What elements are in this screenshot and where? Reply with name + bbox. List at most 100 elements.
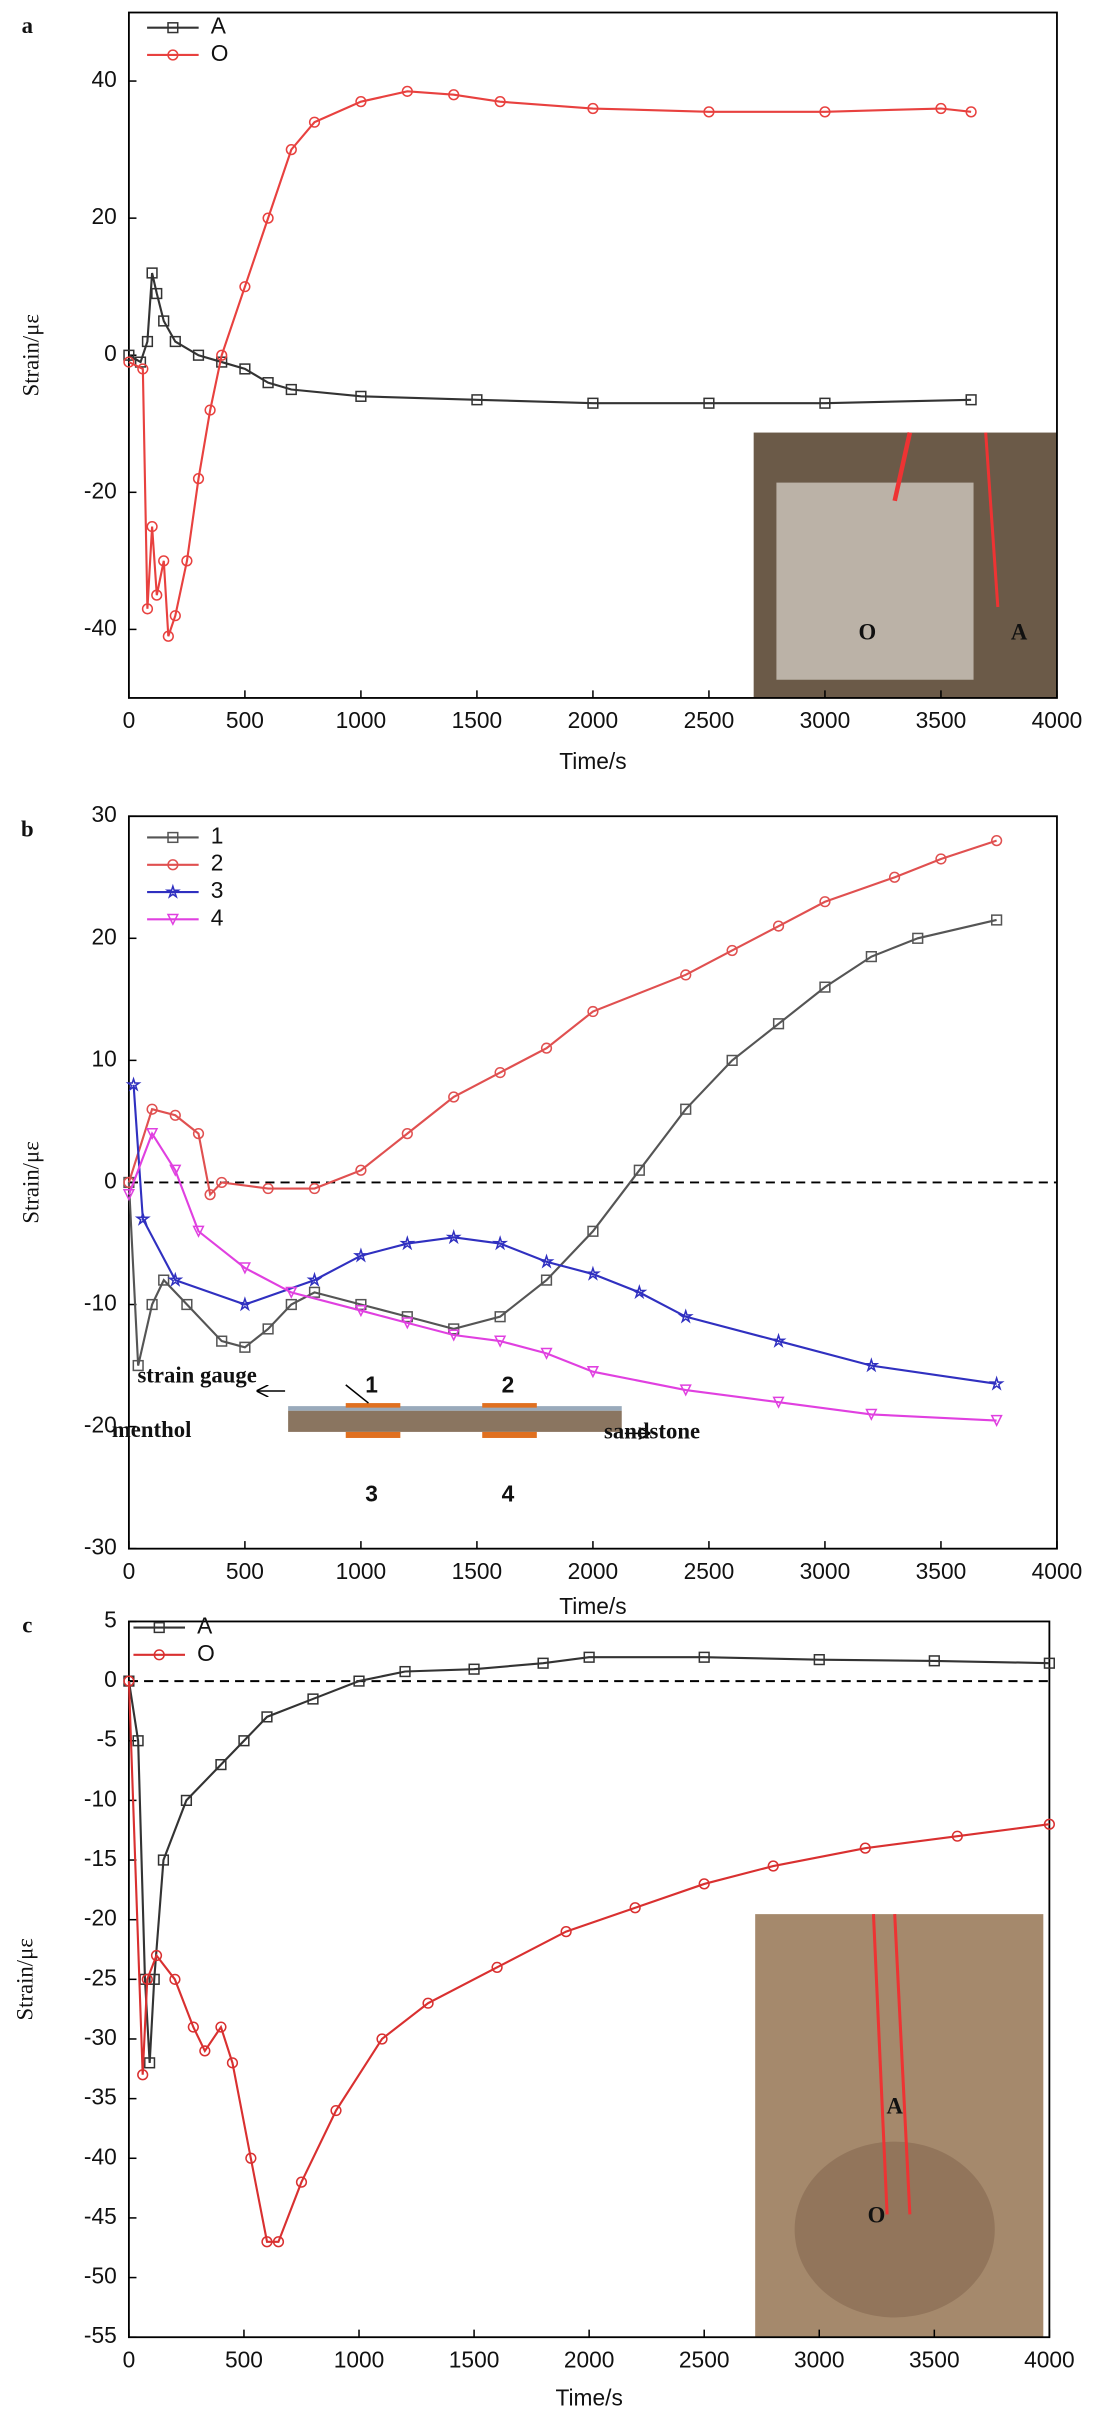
- x-tick-label: 2000: [564, 2346, 615, 2372]
- data-point: [158, 315, 170, 327]
- data-point: [238, 1735, 250, 1747]
- data-point: [239, 363, 251, 375]
- data-point: [192, 472, 205, 485]
- data-point: [680, 969, 692, 981]
- annotation: 4: [502, 1481, 515, 1507]
- data-point: [307, 1693, 319, 1705]
- data-point: [587, 102, 599, 115]
- data-point: [216, 1335, 228, 1347]
- data-point: [494, 96, 506, 108]
- data-point: [863, 1357, 880, 1373]
- data-point: [468, 1663, 480, 1675]
- x-tick-label: 1000: [336, 707, 387, 733]
- data-point: [951, 1830, 963, 1842]
- data-point: [935, 102, 947, 115]
- data-point: [122, 1189, 135, 1202]
- data-point: [355, 96, 367, 108]
- x-tick-label: 2500: [684, 1558, 735, 1584]
- annotation: O: [868, 2203, 886, 2228]
- gauge: [482, 1403, 537, 1408]
- y-tick-label: 10: [91, 1045, 116, 1071]
- data-point: [216, 349, 228, 361]
- data-point: [192, 1225, 205, 1238]
- data-point: [204, 404, 216, 416]
- data-point: [587, 1005, 599, 1018]
- x-tick-label: 3000: [800, 707, 851, 733]
- x-tick-label: 0: [123, 707, 136, 733]
- data-point: [169, 610, 181, 622]
- y-tick-label: -20: [84, 477, 117, 503]
- legend-label: A: [197, 1613, 213, 1639]
- data-point: [631, 1283, 648, 1300]
- y-tick-label: -55: [84, 2322, 117, 2348]
- data-point: [137, 2069, 149, 2081]
- data-point: [158, 1274, 170, 1286]
- data-point: [245, 2152, 257, 2164]
- arrow: [345, 1384, 369, 1404]
- gauge: [345, 1431, 401, 1438]
- data-point: [262, 1182, 274, 1195]
- data-point: [772, 1396, 785, 1409]
- x-tick-label: 2500: [679, 2346, 730, 2372]
- data-point: [238, 1262, 251, 1275]
- data-point: [587, 1225, 599, 1237]
- legend-marker: [164, 883, 181, 899]
- data-point: [401, 1128, 413, 1140]
- data-point: [587, 397, 599, 409]
- y-tick-label: -10: [84, 1290, 117, 1316]
- data-point: [585, 1265, 601, 1281]
- y-tick-label: 20: [91, 923, 116, 949]
- annotation: 3: [365, 1481, 378, 1507]
- data-point: [132, 1735, 144, 1747]
- data-point: [308, 116, 321, 128]
- data-point: [991, 835, 1003, 847]
- x-tick-label: 500: [226, 1558, 264, 1584]
- data-point: [239, 1341, 251, 1353]
- data-point: [141, 1973, 153, 1985]
- data-point: [158, 555, 170, 567]
- data-point: [491, 1961, 503, 1974]
- legend-marker: [153, 1621, 165, 1634]
- data-point: [151, 589, 163, 601]
- x-axis-label: Time/s: [555, 2384, 622, 2410]
- data-point: [679, 1384, 692, 1397]
- data-point: [492, 1235, 509, 1251]
- data-point: [285, 1298, 297, 1311]
- legend-label: 1: [211, 822, 224, 848]
- data-point: [355, 1298, 367, 1311]
- wire: [871, 1914, 889, 2215]
- x-axis-label: Time/s: [559, 1593, 626, 1619]
- data-point: [448, 1323, 460, 1335]
- data-point: [150, 1949, 163, 1962]
- legend-marker: [167, 859, 179, 871]
- x-tick-label: 500: [225, 2346, 263, 2372]
- y-tick-label: -20: [84, 1412, 117, 1438]
- data-point: [629, 1902, 641, 1914]
- y-tick-label: -5: [97, 1726, 117, 1752]
- y-tick-label: -30: [84, 1534, 117, 1560]
- data-point: [146, 1298, 158, 1311]
- panel-label: a: [22, 13, 34, 38]
- x-tick-label: 4000: [1032, 1558, 1083, 1584]
- legend-marker: [167, 49, 179, 61]
- y-tick-label: -25: [84, 1964, 117, 1990]
- data-point: [192, 349, 205, 361]
- x-tick-label: 1000: [336, 1558, 387, 1584]
- data-point: [146, 267, 158, 279]
- series-line: [127, 1656, 1050, 2063]
- data-point: [353, 1675, 365, 1687]
- data-point: [215, 2021, 227, 2033]
- data-point: [865, 1408, 878, 1421]
- data-point: [538, 1253, 555, 1269]
- data-point: [125, 1076, 142, 1092]
- data-point: [262, 377, 274, 389]
- data-point: [448, 89, 460, 101]
- data-point: [285, 383, 297, 396]
- y-tick-label: -50: [84, 2263, 117, 2289]
- data-point: [928, 1655, 940, 1667]
- y-tick-label: 5: [104, 1606, 117, 1632]
- data-point: [308, 1286, 321, 1298]
- data-point: [141, 335, 154, 348]
- annotation: O: [859, 619, 877, 644]
- annotation: A: [886, 2093, 903, 2118]
